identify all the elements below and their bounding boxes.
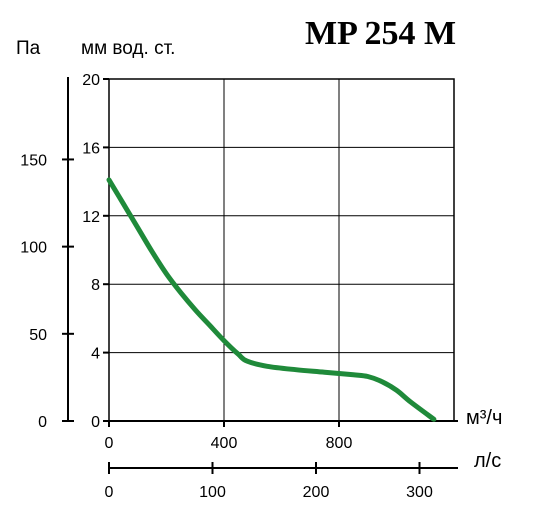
mm-tick-label: 4 bbox=[91, 346, 100, 363]
ls-tick-label: 100 bbox=[199, 484, 226, 501]
mm-axis: 0 4 8 12 16 20 bbox=[82, 72, 109, 431]
mm-tick-label: 16 bbox=[82, 140, 100, 157]
ls-tick-label: 200 bbox=[303, 484, 330, 501]
x-unit-secondary: л/с bbox=[474, 450, 501, 472]
pa-axis: 0 50 100 150 bbox=[20, 152, 74, 431]
x-tick-label: 800 bbox=[326, 435, 353, 452]
mm-tick-label: 0 bbox=[91, 414, 100, 431]
x-tick-label: 400 bbox=[211, 435, 238, 452]
pa-unit-label: Па bbox=[16, 38, 41, 59]
mm-tick-label: 8 bbox=[91, 277, 100, 294]
mm-tick-label: 12 bbox=[82, 209, 100, 226]
series-line bbox=[106, 177, 437, 422]
x-tick-label: 0 bbox=[105, 435, 114, 452]
ls-tick-label: 0 bbox=[105, 484, 114, 501]
x-axis: 0 400 800 bbox=[105, 421, 353, 452]
pa-tick-label: 100 bbox=[20, 240, 47, 257]
ls-tick-label: 300 bbox=[406, 484, 433, 501]
grid-lines bbox=[109, 79, 454, 421]
x-unit-primary: м³/ч bbox=[466, 407, 502, 429]
mm-tick-label: 20 bbox=[82, 72, 100, 89]
ls-axis: 0 100 200 300 bbox=[105, 462, 433, 501]
mm-unit-label: мм вод. ст. bbox=[81, 38, 175, 59]
chart-title: MP 254 M bbox=[305, 15, 456, 52]
pa-tick-label: 0 bbox=[38, 414, 47, 431]
pa-tick-label: 50 bbox=[29, 327, 47, 344]
pa-tick-label: 150 bbox=[20, 152, 47, 169]
